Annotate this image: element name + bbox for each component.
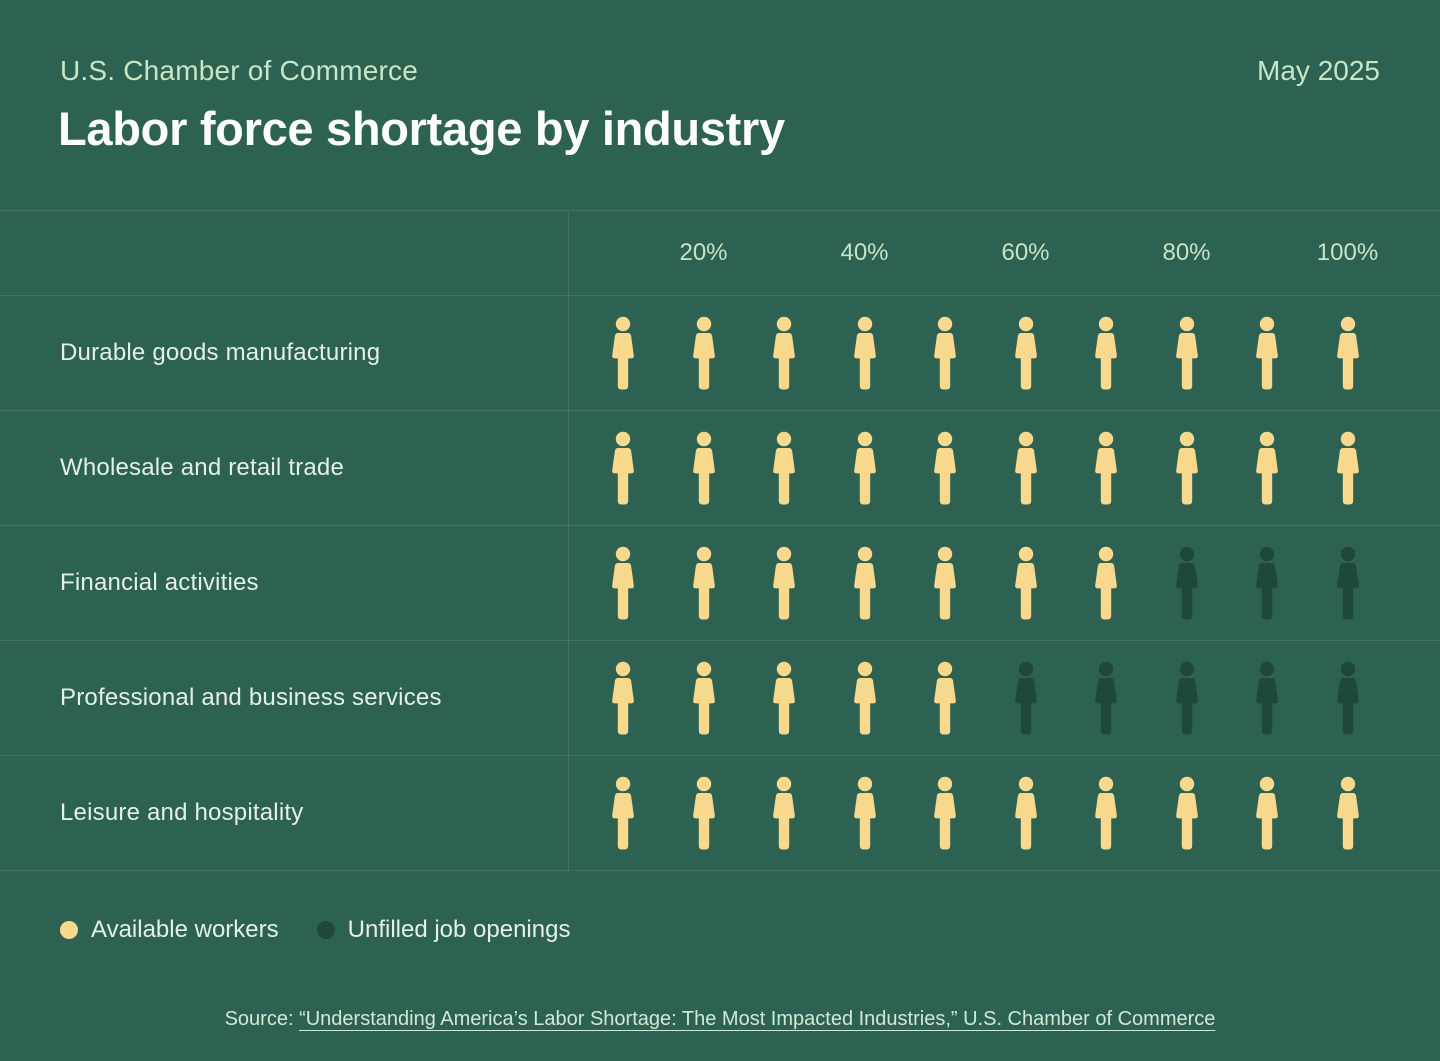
person-icon: [1336, 661, 1359, 735]
chart-row: Financial activities: [0, 526, 1440, 641]
person-icon: [1095, 776, 1117, 850]
person-icon: [1336, 316, 1359, 390]
person-icon: [773, 316, 795, 390]
person-icon: [1095, 661, 1117, 735]
label-column-divider: [568, 211, 569, 871]
person-icon: [692, 546, 715, 620]
legend-item-unfilled: Unfilled job openings: [316, 916, 571, 944]
legend-label: Available workers: [91, 916, 279, 943]
person-icon: [692, 661, 715, 735]
person-icon: [1336, 776, 1359, 850]
legend-label: Unfilled job openings: [347, 916, 571, 943]
row-label: Financial activities: [60, 569, 259, 596]
person-icon: [1095, 546, 1117, 620]
available-workers-dot-icon: [60, 921, 78, 939]
person-icon: [934, 661, 956, 735]
person-icon: [1175, 776, 1198, 850]
row-label: Durable goods manufacturing: [60, 339, 381, 366]
person-icon: [1175, 661, 1198, 735]
person-icon: [1014, 546, 1037, 620]
person-icon: [1014, 431, 1037, 505]
person-icon: [773, 546, 795, 620]
person-icon: [1175, 546, 1198, 620]
axis-tick-label: 100%: [1316, 239, 1379, 266]
person-icon: [1014, 776, 1037, 850]
unfilled-openings-dot-icon: [316, 921, 335, 939]
axis-tick-label: 20%: [679, 239, 728, 266]
axis-tick-label: 60%: [1001, 239, 1050, 266]
chart-row: Durable goods manufacturing: [0, 296, 1440, 411]
person-icon: [1175, 316, 1198, 390]
person-icon: [1256, 316, 1278, 390]
person-icon: [1256, 431, 1278, 505]
person-icon: [853, 431, 876, 505]
person-icon: [853, 776, 876, 850]
icon-strip: [608, 431, 1363, 505]
icon-strip: [608, 776, 1363, 850]
person-icon: [1256, 546, 1278, 620]
person-icon: [773, 661, 795, 735]
chart-row: Professional and business services: [0, 641, 1440, 756]
person-icon: [1095, 431, 1117, 505]
source-link[interactable]: “Understanding America’s Labor Shortage:…: [299, 1008, 1216, 1030]
icon-strip: [608, 316, 1363, 390]
person-icon: [773, 431, 795, 505]
source-prefix: Source:: [224, 1008, 300, 1030]
row-label: Wholesale and retail trade: [60, 454, 345, 481]
chart-row: Leisure and hospitality: [0, 756, 1440, 871]
person-icon: [934, 546, 956, 620]
person-icon: [1014, 661, 1037, 735]
person-icon: [853, 316, 876, 390]
axis-tick-label: 40%: [840, 239, 889, 266]
person-icon: [612, 431, 634, 505]
page-title: Labor force shortage by industry: [58, 102, 785, 155]
person-icon: [612, 776, 634, 850]
date-label: May 2025: [1257, 55, 1380, 86]
person-icon: [612, 316, 634, 390]
person-icon: [1256, 776, 1278, 850]
chart-rows: Durable goods manufacturing Wholesale and…: [0, 296, 1440, 871]
legend: Available workers Unfilled job openings: [60, 916, 570, 944]
person-icon: [1014, 316, 1037, 390]
person-icon: [1336, 431, 1359, 505]
axis-tick-row: 20% 40% 60% 80% 100%: [0, 211, 1440, 296]
person-icon: [1256, 661, 1278, 735]
icon-strip: [608, 661, 1363, 735]
person-icon: [934, 776, 956, 850]
person-icon: [934, 316, 956, 390]
pictogram-chart: 20% 40% 60% 80% 100% Durable goods manufactu…: [0, 210, 1440, 871]
person-icon: [692, 776, 715, 850]
person-icon: [853, 661, 876, 735]
person-icon: [934, 431, 956, 505]
person-icon: [1175, 431, 1198, 505]
chart-row: Wholesale and retail trade: [0, 411, 1440, 526]
row-label: Professional and business services: [60, 684, 442, 711]
publisher-kicker: U.S. Chamber of Commerce: [60, 55, 419, 86]
person-icon: [773, 776, 795, 850]
person-icon: [612, 661, 634, 735]
legend-item-available: Available workers: [60, 916, 279, 944]
person-icon: [853, 546, 876, 620]
icon-strip: [608, 546, 1363, 620]
person-icon: [612, 546, 634, 620]
person-icon: [692, 431, 715, 505]
source-line: Source: “Understanding America’s Labor S…: [0, 1008, 1440, 1031]
row-label: Leisure and hospitality: [60, 799, 304, 826]
axis-tick-label: 80%: [1162, 239, 1211, 266]
person-icon: [1336, 546, 1359, 620]
person-icon: [1095, 316, 1117, 390]
person-icon: [692, 316, 715, 390]
